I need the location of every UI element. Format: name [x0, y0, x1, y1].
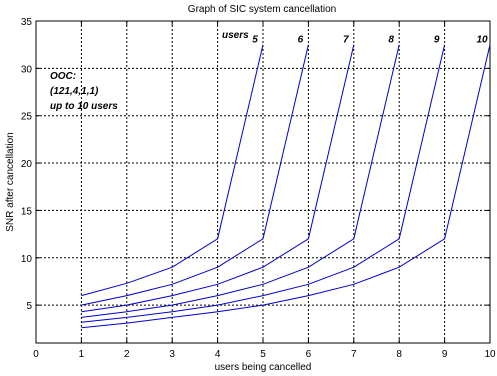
- series-line-9-users: [81, 44, 446, 323]
- axis-ticks: 0 1 2 3 4 5 6 7 8 9 10 5 10 15 20 25 30 35: [21, 17, 496, 360]
- series-label-9: 9: [434, 35, 440, 46]
- series-label-6: 6: [298, 35, 304, 46]
- annotation-line-3: up to 10 users: [50, 101, 118, 112]
- series-line-10-users: [81, 44, 491, 329]
- series-label-8: 8: [388, 35, 394, 46]
- series-lines: [81, 44, 491, 329]
- x-tick-label: 3: [169, 349, 175, 360]
- x-tick-label: 9: [442, 349, 448, 360]
- x-tick-label: 4: [215, 349, 221, 360]
- y-tick-label: 20: [21, 159, 33, 170]
- series-label-10: 10: [476, 35, 488, 46]
- chart-title: Graph of SIC system cancellation: [188, 4, 336, 15]
- series-line-7-users: [81, 44, 355, 313]
- y-axis-label: SNR after cancellation: [5, 132, 16, 232]
- x-axis-label: users being cancelled: [215, 362, 312, 373]
- x-tick-label: 0: [33, 349, 39, 360]
- annotation-line-2: (121,4,1,1): [50, 86, 99, 97]
- x-tick-label: 6: [306, 349, 312, 360]
- users-header: users: [222, 30, 249, 41]
- annotation-line-1: OOC:: [50, 71, 76, 82]
- y-tick-label: 15: [21, 206, 33, 217]
- y-tick-label: 35: [21, 17, 33, 28]
- x-tick-label: 8: [396, 349, 402, 360]
- x-tick-label: 5: [260, 349, 266, 360]
- ooc-annotation: OOC: (121,4,1,1) up to 10 users: [50, 71, 118, 112]
- y-tick-label: 10: [21, 254, 33, 265]
- series-label-7: 7: [343, 35, 349, 46]
- x-tick-label: 10: [484, 349, 496, 360]
- x-tick-label: 2: [124, 349, 130, 360]
- gridlines: [36, 21, 490, 343]
- x-tick-label: 7: [351, 349, 357, 360]
- y-tick-label: 5: [26, 301, 32, 312]
- series-line-6-users: [81, 44, 309, 306]
- x-tick-label: 1: [79, 349, 85, 360]
- series-line-8-users: [81, 44, 400, 318]
- y-tick-label: 30: [21, 64, 33, 75]
- series-line-5-users: [81, 44, 264, 297]
- series-label-5: 5: [252, 35, 258, 46]
- y-tick-label: 25: [21, 112, 33, 123]
- series-labels: 5 6 7 8 9 10: [252, 35, 488, 46]
